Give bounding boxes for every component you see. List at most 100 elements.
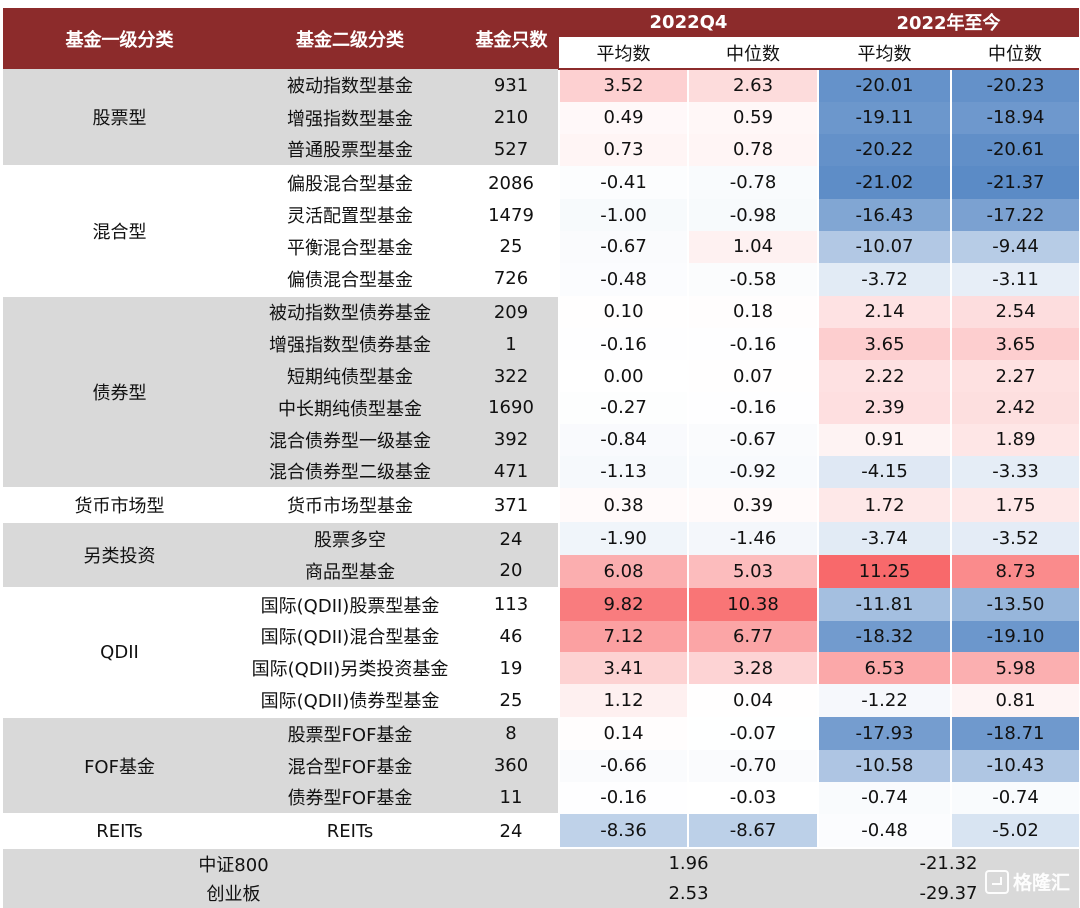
second-level-category: 货币市场型基金 — [236, 487, 464, 523]
first-level-category: 股票型 — [3, 69, 236, 167]
value-ytd-med: 0.81 — [950, 684, 1079, 717]
table-row: 混合债券型二级基金 471 -1.13 -0.92 -4.15 -3.33 — [3, 455, 1079, 489]
fund-count: 1 — [464, 328, 559, 361]
value-ytd-avg: -0.48 — [817, 814, 951, 849]
second-level-category: 股票多空 — [236, 521, 464, 555]
value-ytd-avg: -20.22 — [817, 133, 951, 167]
value-q4-avg: -0.16 — [558, 781, 688, 815]
value-q4-avg: -0.48 — [558, 262, 688, 296]
benchmark-name: 创业板 — [3, 878, 464, 908]
value-q4-avg: 0.49 — [558, 101, 688, 134]
second-level-category: 国际(QDII)股票型基金 — [236, 586, 464, 621]
gelonghui-logo-icon — [984, 869, 1009, 894]
value-q4-med: -1.46 — [687, 522, 818, 555]
second-level-category: 平衡混合型基金 — [287, 237, 413, 259]
value-ytd-med: -18.71 — [950, 716, 1079, 750]
value-ytd-avg: 1.72 — [817, 488, 951, 523]
first-level-category: 货币市场型 — [3, 487, 236, 523]
first-level-category: 债券型 — [3, 294, 236, 489]
value-q4-med: -0.67 — [687, 423, 818, 456]
second-level-category: 国际(QDII)另类投资基金 — [251, 659, 449, 681]
value-ytd-avg: -3.72 — [817, 262, 951, 296]
table-row: FOF基金 股票型FOF基金 8 0.14 -0.07 -17.93 -18.71 — [3, 715, 1079, 815]
fund-count: 471 — [464, 455, 559, 489]
benchmark-row: 创业板 2.53 -29.37 — [3, 878, 1079, 908]
value-ytd-med: -0.74 — [950, 781, 1079, 815]
value-q4-med: 6.77 — [687, 620, 818, 653]
fund-count: 24 — [464, 521, 559, 555]
second-level-category: 混合债券型二级基金 — [236, 455, 464, 489]
value-q4-avg: 3.41 — [558, 652, 688, 685]
value-q4-med: 0.07 — [687, 360, 818, 392]
value-ytd-med: 1.89 — [950, 423, 1079, 456]
table-row: 混合型 偏股混合型基金 2086 -0.41 -0.78 -21.02 -21.37 — [3, 165, 1079, 296]
value-ytd-med: -3.33 — [950, 455, 1079, 489]
table-row: 增强指数型债券基金 1 -0.16 -0.16 3.65 3.65 — [3, 328, 1079, 361]
value-q4-avg: 1.12 — [558, 684, 688, 717]
first-level-category: FOF基金 — [3, 715, 236, 815]
benchmark-q4: 2.53 — [559, 878, 818, 908]
value-q4-med: -0.98 — [687, 199, 818, 231]
fund-count: 8 — [464, 715, 559, 750]
fund-count: 20 — [464, 554, 559, 588]
fund-count: 46 — [499, 625, 523, 647]
value-ytd-avg: -0.74 — [817, 781, 951, 815]
value-ytd-med: 5.98 — [950, 652, 1079, 685]
first-level-category: 混合型 — [3, 165, 236, 296]
header-first-level-category: 基金一级分类 — [3, 8, 236, 69]
value-ytd-avg: 3.65 — [817, 328, 951, 361]
value-ytd-med: -17.22 — [950, 199, 1079, 231]
value-q4-avg: 0.10 — [558, 295, 688, 329]
value-q4-avg: 0.14 — [558, 716, 688, 750]
value-ytd-avg: -11.81 — [817, 587, 951, 621]
value-q4-med: -0.70 — [687, 749, 818, 782]
value-q4-avg: -1.90 — [558, 522, 688, 555]
table-row: REITs REITs 24 -8.36 -8.67 -0.48 -5.02 — [3, 813, 1079, 849]
value-q4-med: -0.03 — [687, 781, 818, 815]
value-ytd-med: -18.94 — [950, 101, 1079, 134]
fund-count: 210 — [464, 101, 559, 134]
table-row: 偏债混合型基金 726 -0.48 -0.58 -3.72 -3.11 — [3, 262, 1079, 296]
fund-count: 322 — [464, 360, 559, 392]
value-ytd-avg: -10.58 — [817, 749, 951, 782]
table-row: 短期纯债型基金 322 0.00 0.07 2.22 2.27 — [3, 360, 1079, 392]
value-q4-med: -0.16 — [687, 328, 818, 361]
second-level-category: 混合债券型一级基金 — [236, 423, 464, 456]
value-q4-avg: 0.00 — [558, 360, 688, 392]
value-q4-med: 5.03 — [687, 554, 818, 588]
value-q4-med: 1.04 — [687, 230, 818, 263]
value-q4-med: 3.28 — [687, 652, 818, 685]
fund-count: 24 — [464, 813, 559, 849]
value-q4-med: -0.07 — [687, 716, 818, 750]
value-ytd-avg: -1.22 — [817, 684, 951, 717]
second-level-category: 偏股混合型基金 — [236, 165, 464, 200]
watermark: 格隆汇 — [984, 868, 1070, 895]
second-level-category: 商品型基金 — [236, 554, 464, 588]
value-ytd-med: -3.52 — [950, 522, 1079, 555]
value-ytd-med: -20.23 — [950, 69, 1079, 102]
value-ytd-med: -10.43 — [950, 749, 1079, 782]
table-row: 债券型 被动指数型债券基金 209 0.10 0.18 2.14 2.54 — [3, 294, 1079, 489]
first-level-category: 另类投资 — [3, 521, 236, 588]
value-q4-med: -0.78 — [687, 166, 818, 200]
header-ytd-median: 中位数 — [951, 37, 1079, 70]
value-ytd-med: 2.42 — [950, 391, 1079, 424]
fund-count: 1690 — [464, 391, 559, 424]
header-group-2022q4: 2022Q4 — [559, 8, 818, 38]
value-q4-avg: -0.67 — [558, 230, 688, 263]
second-level-category: 被动指数型债券基金 — [236, 294, 464, 329]
value-ytd-med: -5.02 — [950, 814, 1079, 849]
watermark-text: 格隆汇 — [1012, 872, 1070, 894]
fund-count: 360 — [464, 749, 559, 782]
table-row: 中长期纯债型基金 1690 -0.27 -0.16 2.39 2.42 — [3, 391, 1079, 424]
table-row: 另类投资 股票多空 24 -1.90 -1.46 -3.74 -3.52 — [3, 521, 1079, 588]
value-ytd-avg: 2.14 — [817, 295, 951, 329]
table-row: 国际(QDII)另类投资基金 19 3.41 3.28 6.53 5.98 — [3, 652, 1079, 685]
table-row: 国际(QDII)混合型基金 46 7.12 6.77 -18.32 -19.10 — [3, 620, 1079, 653]
table-row: 货币市场型 货币市场型基金 371 0.38 0.39 1.72 1.75 — [3, 487, 1079, 523]
value-ytd-avg: -4.15 — [817, 455, 951, 489]
header-q4-median: 中位数 — [688, 37, 818, 70]
second-level-category: 偏债混合型基金 — [287, 269, 413, 291]
fund-count: 209 — [464, 294, 559, 329]
value-ytd-avg: -10.07 — [817, 230, 951, 263]
